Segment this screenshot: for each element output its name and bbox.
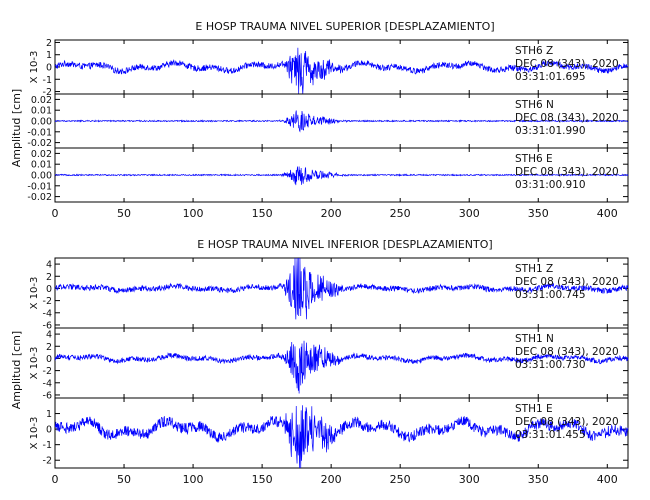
scale-label: X 10-3 <box>29 347 40 380</box>
y-tick-label: 2 <box>46 342 52 353</box>
date-label: DEC 08 (343), 2020 <box>515 58 619 70</box>
y-tick-label: -1 <box>43 75 52 86</box>
x-tick-label: 0 <box>52 207 59 220</box>
x-tick-label: 300 <box>459 473 480 486</box>
y-tick-label: 1 <box>46 409 52 420</box>
y-tick-label: 0 <box>46 284 52 295</box>
time-label: 03:31:01.990 <box>515 125 586 137</box>
station-label: STH6 Z <box>515 45 553 57</box>
x-tick-label: 200 <box>321 207 342 220</box>
y-tick-label: -4 <box>43 308 52 319</box>
x-tick-label: 50 <box>117 207 131 220</box>
y-tick-label: -0.02 <box>27 138 52 149</box>
y-tick-label: -2 <box>43 366 52 377</box>
y-tick-label: -1 <box>43 440 52 451</box>
x-tick-label: 400 <box>597 473 618 486</box>
date-label: DEC 08 (343), 2020 <box>515 166 619 178</box>
y-tick-label: 0 <box>46 425 52 436</box>
scale-label: X 10-3 <box>29 51 40 84</box>
x-tick-label: 400 <box>597 207 618 220</box>
waveform-sth6-e <box>54 166 629 186</box>
x-tick-label: 200 <box>321 473 342 486</box>
y-tick-label: 0.00 <box>31 117 52 128</box>
date-label: DEC 08 (343), 2020 <box>515 346 619 358</box>
y-tick-label: 0.01 <box>31 106 52 117</box>
waveform-sth1-e <box>54 405 629 469</box>
y-tick-label: 0 <box>46 354 52 365</box>
y-tick-label: -6 <box>43 390 52 401</box>
x-tick-label: 150 <box>252 473 273 486</box>
date-label: DEC 08 (343), 2020 <box>515 112 619 124</box>
date-label: DEC 08 (343), 2020 <box>515 276 619 288</box>
x-tick-label: 350 <box>528 473 549 486</box>
y-tick-label: 0 <box>46 63 52 74</box>
station-label: STH1 N <box>515 333 554 345</box>
time-label: 03:31:01.695 <box>515 71 586 83</box>
x-tick-label: 0 <box>52 473 59 486</box>
y-tick-label: 2 <box>46 272 52 283</box>
time-label: 03:31:00.910 <box>515 179 586 191</box>
y-tick-label: 0.02 <box>31 95 52 106</box>
y-tick-label: -0.01 <box>27 127 52 138</box>
station-label: STH1 E <box>515 403 553 415</box>
waveform-sth1-n <box>54 340 629 394</box>
x-tick-label: 250 <box>390 473 411 486</box>
time-label: 03:31:00.730 <box>515 359 586 371</box>
lower-chart-title: E HOSP TRAUMA NIVEL INFERIOR [DESPLAZAMI… <box>197 238 492 251</box>
y-tick-label: 1 <box>46 50 52 61</box>
y-tick-label: -4 <box>43 378 52 389</box>
date-label: DEC 08 (343), 2020 <box>515 416 619 428</box>
y-tick-label: -2 <box>43 456 52 467</box>
x-tick-label: 350 <box>528 207 549 220</box>
time-label: 03:31:01.455 <box>515 429 586 441</box>
upper-ylabel: Amplitud [cm] <box>10 89 23 167</box>
y-tick-label: 0.02 <box>31 149 52 160</box>
y-tick-label: -6 <box>43 320 52 331</box>
y-tick-label: -2 <box>43 296 52 307</box>
trace-frame <box>54 397 629 469</box>
x-tick-label: 100 <box>183 473 204 486</box>
time-label: 03:31:00.745 <box>515 289 586 301</box>
y-tick-label: -0.01 <box>27 181 52 192</box>
y-tick-label: -0.02 <box>27 192 52 203</box>
lower-ylabel: Amplitud [cm] <box>10 331 23 409</box>
x-tick-label: 100 <box>183 207 204 220</box>
x-tick-label: 150 <box>252 207 273 220</box>
station-label: STH1 Z <box>515 263 553 275</box>
scale-label: X 10-3 <box>29 277 40 310</box>
y-tick-label: -2 <box>43 87 52 98</box>
station-label: STH6 E <box>515 153 553 165</box>
waveform-sth6-n <box>54 110 629 133</box>
waveform-sth1-z <box>54 257 629 320</box>
x-tick-label: 250 <box>390 207 411 220</box>
y-tick-label: 0.01 <box>31 160 52 171</box>
x-tick-label: 300 <box>459 207 480 220</box>
y-tick-label: 0.00 <box>31 171 52 182</box>
x-tick-label: 50 <box>117 473 131 486</box>
upper-chart-title: E HOSP TRAUMA NIVEL SUPERIOR [DESPLAZAMI… <box>195 20 494 33</box>
scale-label: X 10-3 <box>29 417 40 450</box>
y-tick-label: 4 <box>46 260 52 271</box>
station-label: STH6 N <box>515 99 554 111</box>
waveform-sth6-z <box>54 47 629 95</box>
y-tick-label: 4 <box>46 330 52 341</box>
y-tick-label: 2 <box>46 38 52 49</box>
